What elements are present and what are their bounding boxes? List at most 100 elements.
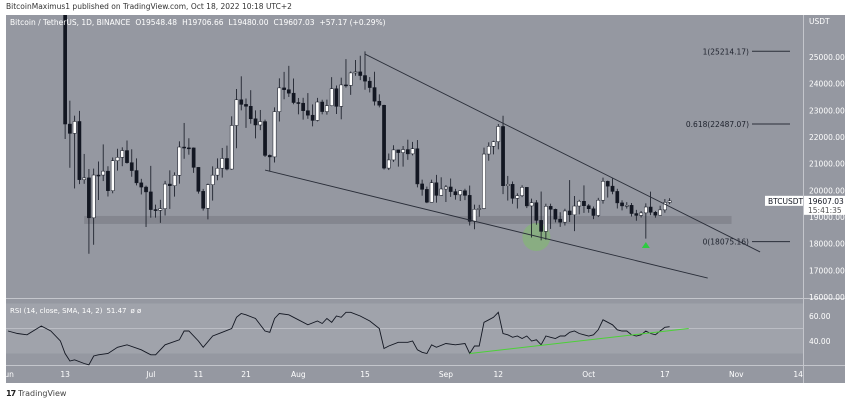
candle — [110, 160, 115, 191]
rsi-value: 51.47 — [106, 307, 126, 315]
candle — [148, 191, 153, 210]
candle — [82, 177, 87, 180]
candle — [158, 208, 163, 211]
upper-trendline — [364, 53, 761, 253]
candle — [91, 174, 96, 219]
candle — [429, 182, 434, 203]
time-axis-tick: 17 — [660, 370, 670, 379]
candle — [353, 71, 358, 74]
fib-level-label: 0.618(22487.07) — [686, 120, 749, 129]
candle — [510, 184, 515, 199]
fib-level-label: 1(25214.17) — [703, 47, 749, 56]
candle — [153, 209, 158, 211]
time-axis-tick: Sep — [439, 370, 453, 379]
candle — [182, 146, 186, 149]
price-tag — [804, 195, 845, 215]
publish-info: BitcoinMaximus1 published on TradingView… — [6, 2, 292, 11]
candle — [501, 126, 505, 186]
candle — [263, 121, 267, 156]
candle — [115, 157, 120, 161]
candle — [96, 174, 101, 177]
candle — [358, 71, 363, 76]
candle — [225, 158, 229, 170]
candle — [201, 191, 206, 209]
rsi-extra: ø ø — [130, 307, 142, 315]
symbol-legend: Bitcoin / TetherUS, 1D, BINANCE O19548.48… — [10, 18, 386, 27]
rsi-legend: RSI (14, close, SMA, 14, 2) 51.47 ø ø — [10, 307, 142, 315]
candle — [582, 201, 586, 206]
candle — [172, 175, 177, 186]
candle — [482, 153, 486, 209]
candle — [515, 195, 520, 199]
highlight-circle — [522, 223, 551, 252]
candle — [396, 149, 401, 153]
candle — [87, 177, 91, 219]
legend-close: C19607.03 — [273, 18, 314, 27]
candle — [191, 147, 196, 168]
candle — [372, 87, 377, 102]
candle — [615, 191, 620, 204]
candle — [663, 202, 667, 211]
candle — [167, 183, 172, 186]
time-axis-tick: Oct — [582, 370, 595, 379]
symbol-tag — [765, 195, 803, 206]
candle — [329, 88, 334, 106]
candle — [291, 92, 296, 103]
symbol-tag-label: BTCUSDT — [768, 197, 804, 206]
candle — [425, 189, 429, 203]
candle — [320, 101, 325, 112]
candle — [458, 190, 463, 196]
candle — [539, 220, 543, 232]
price-axis-tick: 21000.00 — [809, 160, 845, 169]
candle — [134, 170, 139, 184]
bar-countdown: 15:41:35 — [808, 206, 842, 215]
price-axis-currency: USDT — [809, 17, 830, 26]
candle — [434, 182, 439, 196]
candle — [415, 148, 420, 185]
candle — [486, 146, 491, 155]
candle — [77, 121, 82, 180]
candle — [563, 210, 567, 223]
candle — [653, 212, 658, 216]
candle — [391, 149, 396, 161]
candle — [439, 188, 444, 196]
chart-canvas[interactable]: 1(25214.17) 0.618(22487.07) 0(18075.16) USD… — [0, 0, 850, 386]
candle — [643, 206, 648, 214]
candle — [586, 205, 591, 210]
up-arrow-icon — [641, 242, 650, 249]
candle — [234, 99, 239, 126]
rsi-label: RSI (14, close, SMA, 14, 2) — [10, 307, 103, 315]
candle — [282, 87, 286, 90]
price-axis-tick: 22000.00 — [809, 133, 845, 142]
time-axis-tick: 13 — [60, 370, 70, 379]
candle — [405, 149, 410, 155]
candle — [68, 123, 72, 134]
candle — [410, 148, 415, 155]
time-axis-tick: 12 — [494, 370, 504, 379]
candle — [505, 184, 510, 186]
candle — [591, 208, 596, 216]
candle — [610, 185, 615, 192]
time-axis-tick: 14 — [793, 370, 803, 379]
candle — [577, 201, 582, 207]
candle — [253, 118, 258, 126]
candle — [467, 195, 472, 222]
candle — [534, 202, 539, 221]
time-axis-tick: 15 — [360, 370, 370, 379]
candle — [258, 121, 263, 126]
candle — [472, 209, 477, 222]
candle — [344, 84, 348, 87]
candle — [624, 205, 629, 207]
candle — [220, 158, 225, 169]
footer-brand: TradingView — [18, 389, 67, 398]
candle — [648, 206, 653, 213]
time-axis-tick: Aug — [291, 370, 306, 379]
candle — [286, 89, 291, 94]
candle — [477, 208, 482, 210]
rsi-trendline — [469, 328, 689, 354]
candle — [120, 150, 125, 158]
candle — [548, 206, 553, 210]
price-axis-tick: 24000.00 — [809, 80, 845, 89]
lower-trendline — [264, 169, 708, 279]
candle — [453, 191, 458, 196]
